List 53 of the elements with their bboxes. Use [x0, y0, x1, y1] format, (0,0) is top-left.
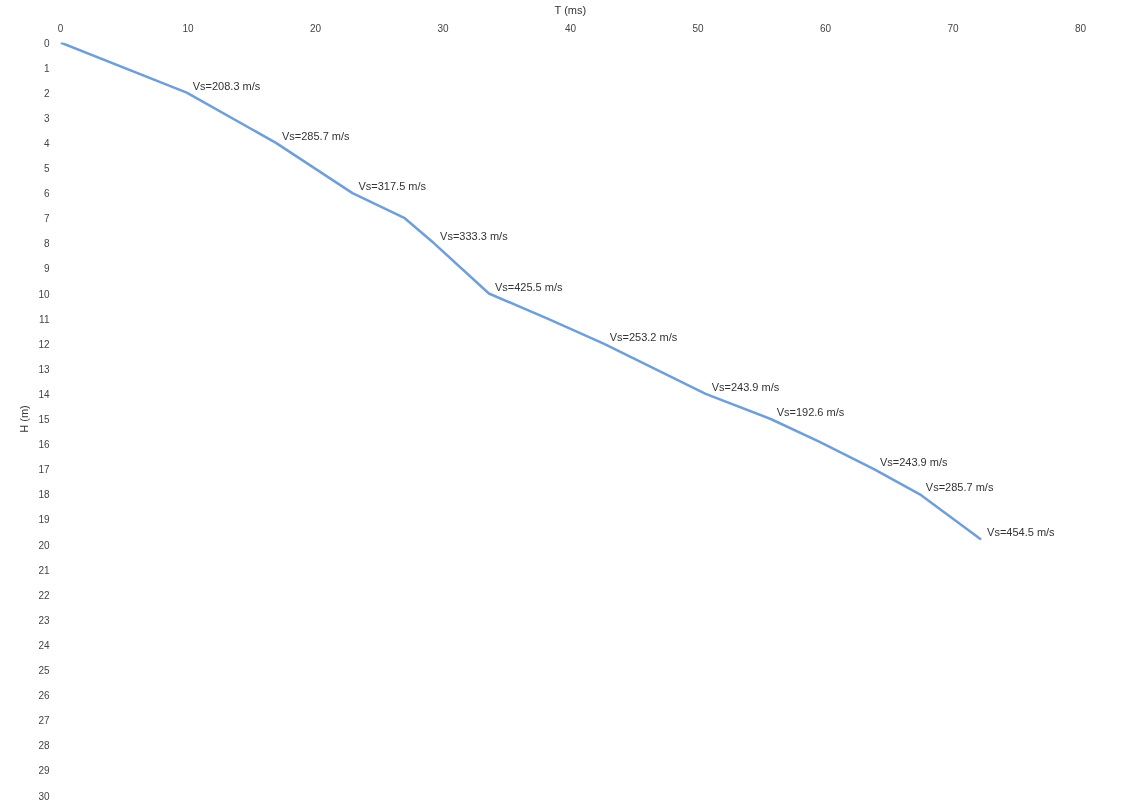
y-tick-label: 27 [38, 715, 50, 727]
y-tick-label: 1 [43, 62, 50, 74]
y-tick-label: 17 [38, 464, 50, 476]
y-tick-label: 18 [38, 489, 50, 501]
y-axis-title: H (m) [18, 405, 31, 433]
y-tick-label: 5 [43, 163, 50, 174]
y-tick-label: 2 [43, 87, 50, 99]
y-tick-label: 24 [38, 639, 50, 651]
x-tick-label: 0 [57, 22, 64, 34]
y-tick-label: 9 [43, 263, 50, 275]
x-tick-label: 30 [437, 22, 449, 34]
x-tick-label: 60 [819, 22, 832, 34]
y-tick-label: 11 [39, 313, 50, 325]
y-tick-label: 8 [43, 238, 50, 250]
y-tick-label: 21 [38, 564, 50, 576]
y-tick-label: 12 [38, 338, 50, 350]
y-tick-label: 28 [38, 740, 50, 752]
y-tick-label: 13 [38, 363, 50, 375]
annotation: Vs=192.6 m/s [776, 406, 845, 418]
x-tick-label: 80 [1074, 22, 1087, 34]
y-tick-label: 30 [38, 790, 50, 802]
y-tick-label: 29 [38, 765, 50, 777]
y-tick-label: 26 [38, 690, 50, 702]
annotation: Vs=208.3 m/s [192, 79, 261, 92]
y-tick-label: 3 [43, 112, 50, 124]
annotation: Vs=333.3 m/s [440, 230, 509, 243]
y-tick-label: 25 [38, 665, 50, 676]
annotation: Vs=285.7 m/s [281, 129, 351, 142]
annotation: Vs=285.7 m/s [925, 481, 994, 494]
annotation: Vs=454.5 m/s [987, 526, 1056, 539]
y-tick-label: 14 [38, 388, 50, 400]
annotation: Vs=243.9 m/s [711, 380, 780, 393]
x-tick-label: 50 [692, 22, 704, 34]
y-tick-label: 7 [43, 213, 50, 225]
y-tick-label: 10 [38, 288, 50, 300]
x-tick-label: 40 [564, 22, 577, 34]
annotation: Vs=425.5 m/s [494, 280, 563, 293]
y-tick-label: 0 [43, 37, 50, 49]
x-tick-label: 10 [182, 22, 194, 34]
x-tick-label: 70 [947, 22, 959, 34]
y-tick-label: 15 [38, 414, 50, 425]
y-tick-label: 6 [43, 188, 50, 200]
y-tick-label: 16 [38, 439, 50, 451]
y-tick-label: 20 [38, 539, 50, 551]
y-tick-label: 23 [38, 614, 50, 626]
annotation: Vs=243.9 m/s [879, 456, 949, 469]
y-tick-label: 4 [43, 137, 50, 149]
x-tick-label: 20 [309, 22, 322, 34]
annotation: Vs=253.2 m/s [609, 330, 678, 343]
x-axis-title: T (ms) [554, 3, 587, 16]
annotation: Vs=317.5 m/s [358, 180, 427, 193]
y-tick-label: 19 [38, 514, 50, 526]
y-tick-label: 22 [38, 589, 50, 601]
